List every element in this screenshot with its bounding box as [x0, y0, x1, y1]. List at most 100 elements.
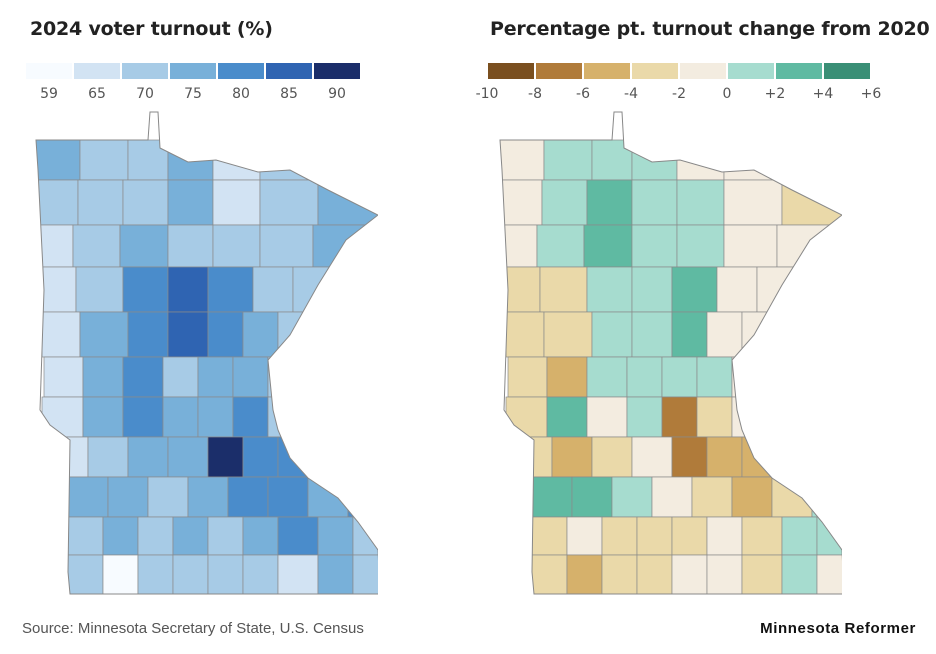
change-legend-ticks: -10 -8 -6 -4 -2 0 +2 +4 +6 [476, 86, 887, 106]
change-county-region [586, 179, 633, 226]
turnout-county-region [137, 516, 174, 556]
change-county-region [671, 266, 718, 313]
turnout-county-region [352, 516, 378, 556]
change-county-region [531, 554, 568, 594]
turnout-choropleth-map [35, 111, 378, 595]
turnout-county-region [77, 179, 124, 226]
change-county-region [741, 554, 783, 594]
change-county-region [571, 476, 613, 518]
change-county-region [631, 224, 678, 268]
change-county-region [731, 356, 842, 398]
turnout-legend-tick-label: 80 [232, 86, 250, 102]
change-county-region [723, 224, 778, 268]
change-county-region [531, 476, 573, 518]
change-county-region [661, 356, 698, 398]
change-county-region [591, 436, 633, 478]
change-legend-swatch [487, 62, 535, 80]
turnout-county-region [207, 311, 244, 358]
change-county-region [541, 179, 588, 226]
change-county-region [536, 224, 585, 268]
change-county-region [706, 554, 743, 594]
turnout-legend-swatch [169, 62, 217, 80]
turnout-county-region [307, 476, 349, 518]
turnout-county-region [292, 266, 378, 313]
turnout-county-region [67, 554, 104, 594]
change-legend-swatch [631, 62, 679, 80]
change-county-region [566, 516, 603, 556]
change-county-region [671, 311, 708, 358]
change-county-region [631, 436, 673, 478]
turnout-county-region [36, 179, 79, 226]
change-county-region [661, 396, 698, 438]
turnout-county-region [232, 356, 269, 398]
change-legend-tick-label: -4 [624, 86, 638, 102]
turnout-legend-swatch [121, 62, 169, 80]
change-county-region [691, 476, 733, 518]
turnout-county-region [122, 179, 169, 226]
turnout-county-region [277, 554, 319, 594]
turnout-legend [25, 62, 361, 82]
turnout-county-region [242, 311, 279, 358]
change-county-region [631, 311, 673, 358]
change-county-region [776, 224, 842, 268]
change-county-region [543, 139, 593, 181]
change-county-region [626, 396, 663, 438]
turnout-county-region [207, 554, 244, 594]
turnout-county-region [347, 476, 378, 518]
turnout-county-region [67, 516, 104, 556]
change-county-region [500, 179, 543, 226]
change-county-region [716, 266, 758, 313]
turnout-county-region [267, 356, 378, 398]
turnout-change-choropleth-map [499, 111, 842, 595]
change-legend [487, 62, 871, 82]
change-legend-swatch [775, 62, 823, 80]
turnout-legend-tick-label: 65 [88, 86, 106, 102]
turnout-county-region [167, 311, 209, 358]
turnout-county-region [167, 436, 209, 478]
change-county-region [566, 554, 603, 594]
change-county-region [706, 436, 743, 478]
turnout-legend-swatch [73, 62, 121, 80]
turnout-map-title: 2024 voter turnout (%) [30, 18, 273, 40]
turnout-county-region [317, 179, 378, 226]
change-legend-swatch [823, 62, 871, 80]
change-county-region [546, 396, 588, 438]
change-county-region [500, 139, 545, 181]
turnout-county-region [167, 266, 209, 313]
turnout-county-region [312, 224, 378, 268]
turnout-county-region [212, 224, 261, 268]
turnout-county-region [41, 311, 81, 358]
change-county-region [781, 516, 818, 556]
change-county-region [583, 224, 633, 268]
change-county-region [601, 554, 638, 594]
turnout-county-region [227, 476, 269, 518]
turnout-county-region [82, 396, 124, 438]
turnout-legend-ticks: 59 65 70 75 80 85 90 [25, 86, 346, 106]
change-legend-swatch [583, 62, 631, 80]
turnout-county-region [137, 554, 174, 594]
turnout-county-region [162, 396, 199, 438]
turnout-county-region [187, 476, 229, 518]
turnout-county-region [39, 266, 77, 313]
turnout-county-region [317, 436, 378, 478]
change-legend-tick-label: -10 [475, 86, 499, 102]
change-county-region [676, 139, 725, 181]
turnout-county-region [47, 436, 89, 478]
turnout-legend-tick-label: 85 [280, 86, 298, 102]
turnout-county-region [207, 266, 254, 313]
turnout-county-region [172, 516, 209, 556]
turnout-county-region [79, 139, 129, 181]
change-county-region [671, 554, 708, 594]
change-county-region [586, 266, 633, 313]
change-legend-tick-label: +2 [764, 86, 786, 102]
change-map-title: Percentage pt. turnout change from 2020 [490, 18, 930, 40]
change-legend-tick-label: 0 [722, 86, 732, 102]
change-county-region [631, 179, 678, 226]
turnout-county-region [277, 311, 378, 358]
change-county-region [676, 224, 725, 268]
change-county-region [611, 476, 653, 518]
change-county-region [816, 516, 842, 556]
change-county-region [741, 311, 842, 358]
turnout-county-region [167, 139, 214, 181]
change-county-region [781, 554, 818, 594]
